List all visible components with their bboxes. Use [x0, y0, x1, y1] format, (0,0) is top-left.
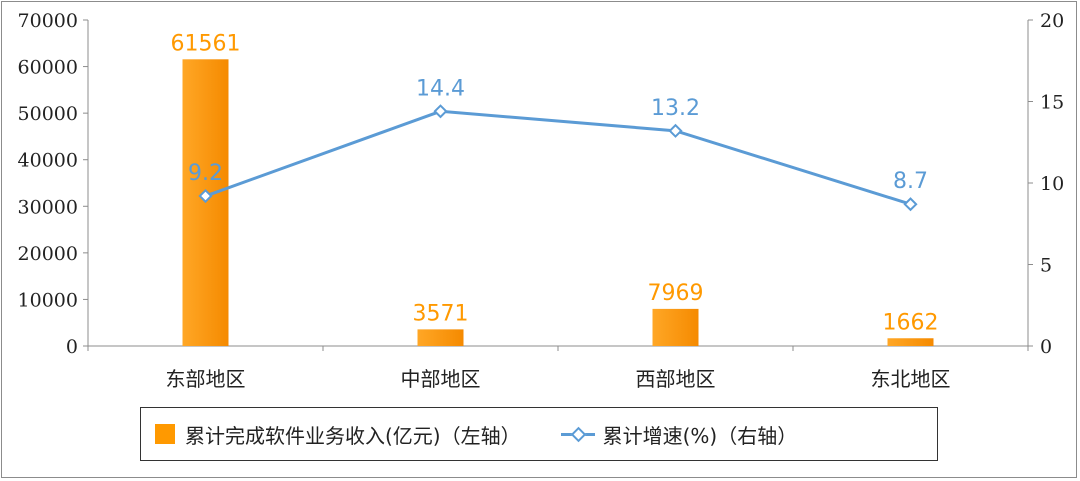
right-tick-label: 5 [1040, 255, 1052, 277]
line-data-label: 8.7 [893, 169, 928, 194]
chart-axes: 0 10000 20000 30000 40000 50000 60000 70000 0 5 10… [18, 10, 1065, 391]
bar-data-label: 7969 [648, 281, 704, 306]
x-tick-label: 东部地区 [166, 367, 246, 391]
left-tick-label: 20000 [18, 243, 78, 265]
legend-item-bar: 累计完成软件业务收入(亿元)（左轴） [141, 420, 521, 449]
left-tick-label: 10000 [18, 289, 78, 311]
bar [887, 338, 934, 346]
bar-data-label: 1662 [883, 310, 939, 335]
bar [652, 308, 699, 346]
left-tick-label: 30000 [18, 196, 78, 218]
bar-series: 61561 3571 7969 1662 [171, 31, 939, 346]
x-tick-label: 东北地区 [871, 367, 951, 391]
growth-line [204, 109, 911, 206]
bar-data-label: 3571 [413, 301, 469, 326]
line-data-label: 14.4 [416, 76, 465, 101]
right-tick-label: 0 [1040, 336, 1052, 358]
bar-data-label: 61561 [171, 31, 241, 56]
legend-label-bar: 累计完成软件业务收入(亿元)（左轴） [185, 423, 521, 448]
legend-label-line: 累计增速(%)（右轴） [602, 423, 798, 448]
left-tick-label: 40000 [18, 150, 78, 172]
right-tick-label: 20 [1040, 10, 1064, 32]
right-tick-label: 15 [1040, 92, 1064, 114]
right-tick-label: 10 [1040, 173, 1064, 195]
line-point-marker [668, 123, 683, 138]
x-tick-label: 西部地区 [636, 367, 716, 391]
line-point-marker [903, 197, 918, 212]
left-tick-label: 0 [66, 336, 78, 358]
left-tick-label: 70000 [18, 10, 78, 32]
bar [417, 329, 464, 346]
legend-swatch-line [560, 424, 595, 444]
chart-legend: 累计完成软件业务收入(亿元)（左轴） 累计增速(%)（右轴） [140, 407, 938, 461]
left-tick-label: 60000 [18, 57, 78, 79]
line-point-marker [198, 188, 213, 204]
line-data-label: 13.2 [651, 96, 700, 121]
x-tick-label: 中部地区 [401, 367, 481, 391]
legend-swatch-bar [155, 424, 175, 444]
line-point-marker [433, 104, 448, 119]
legend-item-line: 累计增速(%)（右轴） [521, 420, 798, 449]
line-data-label: 9.2 [188, 161, 223, 186]
left-tick-label: 50000 [18, 103, 78, 125]
line-series: 9.2 14.4 13.2 8.7 [188, 76, 928, 212]
